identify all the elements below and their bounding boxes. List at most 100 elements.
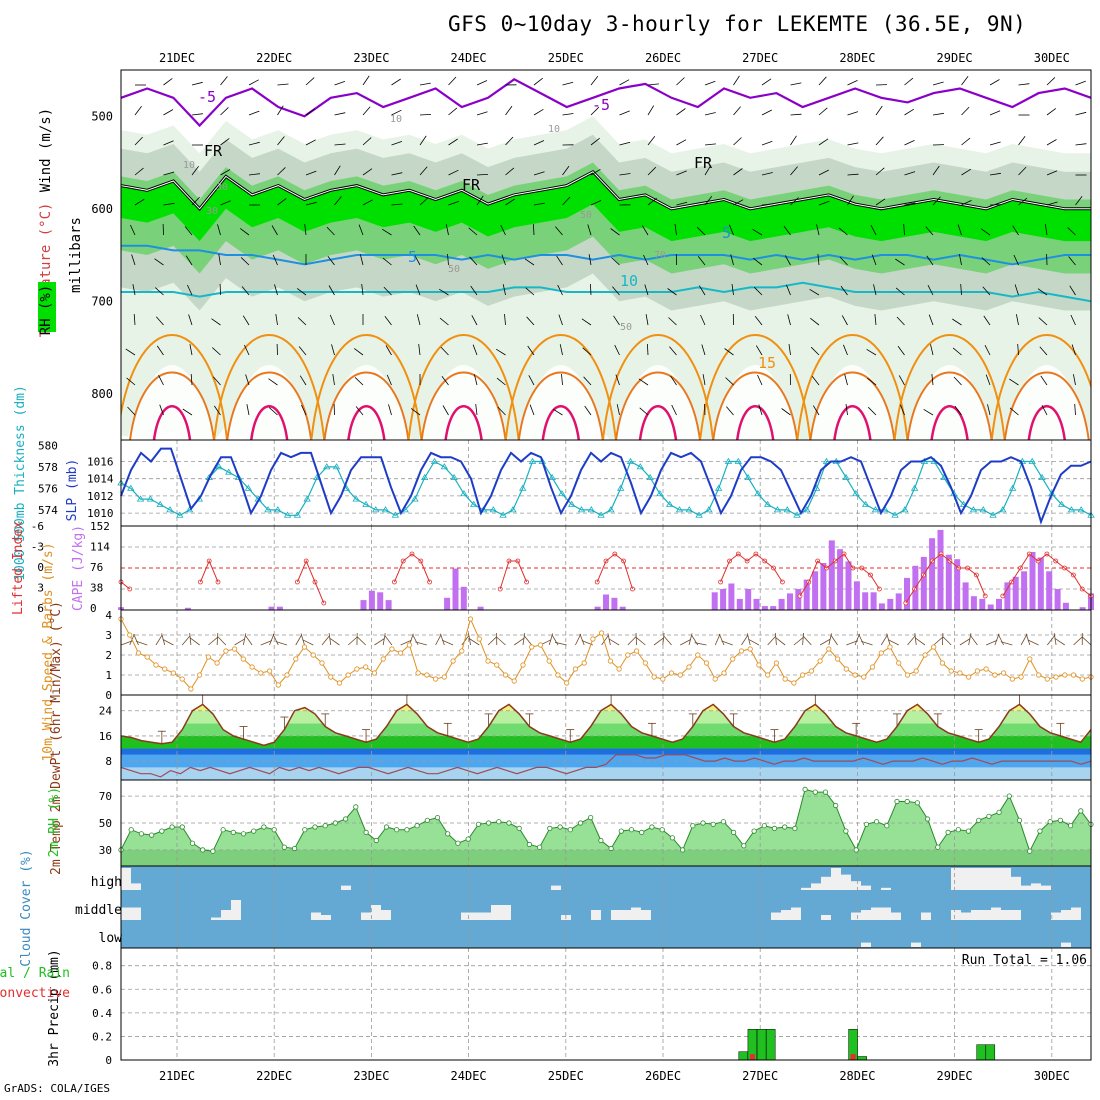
- cape-bar: [795, 589, 802, 610]
- wind-barb: [504, 313, 506, 326]
- rh-label: 10: [548, 124, 560, 135]
- wind10m-line-point: [939, 660, 946, 666]
- cape-bar: [920, 556, 927, 610]
- cloud-middle-bar: [991, 907, 1001, 920]
- wind-barb: [960, 283, 962, 296]
- wind10m-barb: [830, 634, 838, 646]
- wind-barb: [754, 316, 763, 326]
- wind-barb: [419, 135, 427, 146]
- isotherm-20: [420, 371, 507, 440]
- wind10m-line-point: [677, 672, 683, 678]
- wind10m-barb: [382, 633, 386, 646]
- rh-line-point: [526, 841, 533, 848]
- isotherm-25: [444, 405, 483, 440]
- rh-line-point: [771, 825, 778, 832]
- thickness-point: [528, 457, 537, 464]
- wind-barb: [1039, 346, 1048, 356]
- wind10m-barb: [887, 639, 899, 646]
- wind10m-line-point: [913, 668, 919, 674]
- wind-barb: [932, 112, 944, 116]
- cloud-high-bar: [831, 868, 841, 890]
- panel-frame: [120, 947, 1092, 1061]
- wind-barb: [644, 284, 649, 296]
- cape-bar: [753, 598, 760, 610]
- wind-barb: [704, 143, 716, 146]
- wind-barb: [704, 196, 713, 206]
- cape-bar: [444, 597, 451, 610]
- wind-barb: [1046, 170, 1058, 176]
- wind-barb: [1068, 256, 1076, 266]
- wind10m-barb: [819, 638, 831, 646]
- wind-barb: [867, 406, 877, 416]
- wind-barb: [583, 376, 592, 386]
- cape-bar: [954, 559, 961, 610]
- wind-barb: [277, 105, 284, 116]
- thickness-point: [607, 506, 615, 513]
- rh-line-point: [169, 824, 175, 830]
- wind-barb: [476, 174, 489, 176]
- rh-label: 30: [206, 206, 218, 217]
- wind-barb: [191, 113, 203, 116]
- cape-bar: [1012, 576, 1019, 610]
- precip-total-bar: [738, 1051, 749, 1061]
- isotherm-20: [323, 371, 410, 440]
- cape-bar: [945, 554, 952, 610]
- wind-barb: [761, 203, 773, 206]
- wind10m-line-point: [992, 672, 998, 678]
- thickness-point: [568, 500, 576, 507]
- wind-barb: [240, 257, 250, 266]
- cloud-middle-bar: [641, 910, 651, 920]
- wind-barb: [528, 375, 535, 386]
- wind-barb: [448, 169, 459, 176]
- wind-barb: [241, 286, 250, 296]
- wind10m-line-point: [293, 656, 299, 662]
- rh-line-point: [271, 827, 277, 833]
- rh-line-point: [1047, 819, 1053, 825]
- cloud-middle-bar: [361, 912, 371, 920]
- wind-barb: [952, 318, 962, 326]
- wind10m-line-point: [782, 676, 788, 682]
- rh-line-point: [945, 829, 951, 836]
- wind10m-line-point: [1070, 672, 1077, 678]
- wind-barb: [588, 254, 592, 266]
- wind10m-barb: [523, 635, 533, 646]
- wind-barb: [212, 376, 221, 386]
- bottom-date-label: 28DEC: [839, 1069, 875, 1083]
- wind10m-line-point: [415, 670, 421, 676]
- bottom-date-label: 24DEC: [451, 1069, 487, 1083]
- wind-barb: [163, 171, 175, 176]
- wind-barb: [961, 137, 971, 146]
- wind-barb: [1074, 403, 1076, 416]
- wind10m-line-point: [896, 660, 902, 666]
- wind-barb: [305, 108, 316, 116]
- wind-barb: [527, 345, 535, 356]
- wind10m-barb: [133, 633, 139, 646]
- wind-barb: [1046, 139, 1057, 146]
- cloud-level-label: middle: [75, 903, 122, 918]
- wind-barb: [647, 83, 659, 86]
- wind10m-barb: [1027, 639, 1039, 646]
- wind-axis-label: Wind (m/s): [38, 108, 54, 192]
- wind-barb: [476, 80, 488, 86]
- wind-barb: [581, 318, 592, 326]
- cloud-bg: [121, 866, 1091, 948]
- wind-barb: [187, 284, 193, 296]
- rh-line-point: [434, 814, 441, 821]
- thickness-point: [577, 506, 586, 513]
- cloud-middle-bar: [921, 912, 931, 920]
- wind10m-barb: [415, 641, 427, 646]
- wind10m-line-point: [310, 652, 316, 658]
- cloud-level-label: low: [99, 931, 123, 946]
- wind-barb: [961, 106, 970, 116]
- rh-line-point: [179, 824, 185, 830]
- top-date-label: 29DEC: [937, 51, 973, 65]
- cape-bar: [720, 589, 727, 610]
- thickness-point: [587, 506, 596, 513]
- cape-bar: [870, 592, 877, 610]
- rh-label: 30: [216, 182, 228, 193]
- thickness-point: [901, 506, 909, 513]
- isotherm-25: [638, 405, 678, 440]
- rh-line-point: [261, 824, 267, 830]
- wind-barb: [500, 224, 506, 236]
- wind10m-line-point: [957, 670, 963, 676]
